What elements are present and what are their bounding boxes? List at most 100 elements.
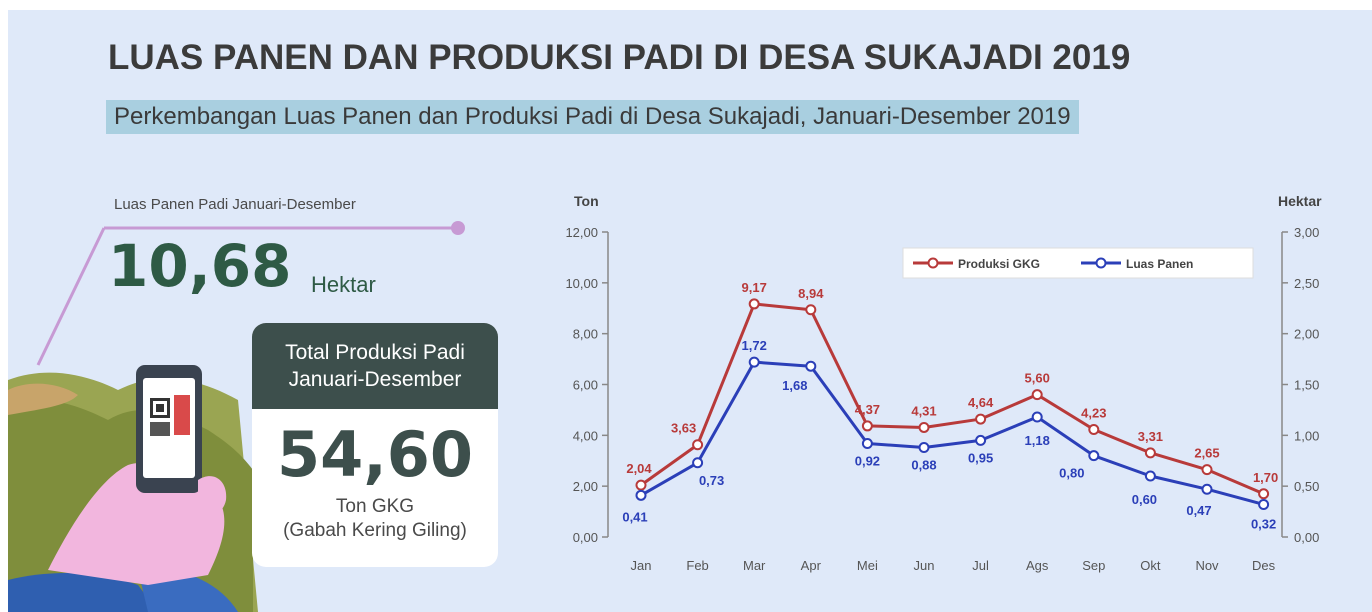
luas-panen-data-label: 1,18	[1025, 433, 1050, 448]
luas-panen-point	[1258, 498, 1270, 510]
legend-luas-label: Luas Panen	[1126, 257, 1193, 271]
x-tick-label: Jan	[631, 558, 652, 573]
luas-panen-data-label: 0,32	[1251, 516, 1276, 531]
produksi-data-label: 8,94	[798, 286, 824, 301]
luas-panen-point	[861, 437, 873, 449]
x-tick-label: Jul	[972, 558, 989, 573]
produksi-gkg-point	[635, 479, 647, 491]
produksi-gkg-line	[640, 302, 1265, 496]
left-axis-title: Ton	[574, 193, 599, 209]
produksi-data-label: 2,04	[626, 461, 652, 476]
produksi-gkg-point	[1201, 464, 1213, 476]
produksi-value: 54,60	[276, 418, 474, 491]
produksi-data-label: 4,64	[968, 395, 994, 410]
legend-box	[902, 247, 1254, 279]
produksi-data-label: 4,37	[855, 402, 880, 417]
luas-panen-data-label: 0,47	[1186, 503, 1211, 518]
luas-panen-point	[1144, 470, 1156, 482]
rice-grain-cluster	[8, 383, 78, 415]
produksi-card-header: Total Produksi Padi Januari-Desember	[252, 323, 498, 409]
produksi-data-label: 3,31	[1138, 429, 1163, 444]
right-tick-label: 3,00	[1294, 225, 1319, 240]
luas-panen-label: Luas Panen Padi Januari-Desember	[114, 196, 356, 213]
right-tick-label: 1,50	[1294, 378, 1319, 393]
x-tick-label: Ags	[1026, 558, 1049, 573]
right-tick-label: 0,50	[1294, 479, 1319, 494]
luas-panen-line	[640, 360, 1264, 506]
left-tick-label: 6,00	[573, 378, 598, 393]
left-tick-label: 10,00	[565, 276, 598, 291]
produksi-unit: Ton GKG	[335, 496, 415, 517]
produksi-gkg-point	[1088, 423, 1100, 435]
luas-panen-data-label: 0,41	[622, 509, 647, 524]
luas-panen-point	[1201, 483, 1213, 495]
luas-panen-value: 10,68	[108, 232, 292, 300]
produksi-data-label: 3,63	[671, 421, 696, 436]
right-axis-title: Hektar	[1278, 193, 1322, 209]
page-title: LUAS PANEN DAN PRODUKSI PADI DI DESA SUK…	[108, 38, 1131, 77]
legend-luas-marker	[1095, 257, 1107, 269]
x-tick-label: Mei	[857, 558, 878, 573]
left-tick-label: 4,00	[573, 428, 598, 443]
x-tick-label: Mar	[743, 558, 766, 573]
page-subtitle: Perkembangan Luas Panen dan Produksi Pad…	[106, 100, 1079, 134]
luas-panen-data-label: 0,60	[1132, 492, 1157, 507]
produksi-gkg-point	[748, 298, 760, 310]
x-tick-label: Nov	[1195, 558, 1219, 573]
produksi-gkg-point	[1258, 488, 1270, 500]
produksi-data-label: 4,23	[1081, 405, 1106, 420]
right-tick-label: 0,00	[1294, 530, 1319, 545]
left-tick-label: 2,00	[573, 479, 598, 494]
left-tick-label: 0,00	[573, 530, 598, 545]
produksi-data-label: 4,31	[911, 403, 936, 418]
luas-panen-data-label: 0,95	[968, 450, 993, 465]
luas-panen-point	[1031, 411, 1043, 423]
luas-panen-data-label: 0,73	[699, 473, 724, 488]
luas-panen-data-label: 0,88	[911, 458, 936, 473]
sleeve	[8, 573, 158, 612]
produksi-gkg-point	[975, 413, 987, 425]
produksi-data-label: 5,60	[1025, 371, 1050, 386]
right-tick-label: 2,00	[1294, 327, 1319, 342]
luas-panen-data-label: 0,80	[1059, 466, 1084, 481]
luas-panen-point	[975, 434, 987, 446]
hand	[48, 462, 225, 585]
luas-panen-point	[692, 457, 704, 469]
right-tick-label: 1,00	[1294, 428, 1319, 443]
connector-dot	[451, 221, 465, 235]
x-tick-label: Feb	[686, 558, 708, 573]
produksi-gkg-point	[1144, 447, 1156, 459]
produksi-data-label: 1,70	[1253, 470, 1278, 485]
produksi-header-line2: Januari-Desember	[288, 368, 462, 391]
line-chart: Ton Hektar 0,00 2,00 4,00 6,00 8,00 10,00 12,00 0…	[565, 193, 1322, 573]
thumb	[198, 476, 227, 516]
luas-panen-point	[748, 356, 760, 368]
x-tick-label: Sep	[1082, 558, 1105, 573]
farmer-phone-illustration	[8, 221, 465, 612]
luas-panen-point	[918, 442, 930, 454]
luas-panen-point	[1088, 450, 1100, 462]
x-tick-label: Okt	[1140, 558, 1161, 573]
produksi-gkg-point	[1031, 389, 1043, 401]
legend-produksi-marker	[927, 257, 939, 269]
x-tick-label: Apr	[801, 558, 822, 573]
x-tick-label: Des	[1252, 558, 1276, 573]
left-tick-label: 8,00	[573, 327, 598, 342]
x-tick-label: Jun	[914, 558, 935, 573]
luas-panen-data-label: 1,72	[742, 338, 767, 353]
phone-text-block	[150, 422, 170, 436]
infographic-canvas: LUAS PANEN DAN PRODUKSI PADI DI DESA SUK…	[8, 10, 1372, 612]
produksi-gkg-point	[918, 421, 930, 433]
produksi-gkg-point	[692, 439, 704, 451]
luas-panen-point	[635, 489, 647, 501]
produksi-header-line1: Total Produksi Padi	[285, 341, 465, 364]
produksi-card: Total Produksi Padi Januari-Desember 54,…	[252, 323, 498, 567]
produksi-data-label: 2,65	[1194, 446, 1219, 461]
phone-logo-icon	[174, 395, 190, 435]
produksi-unit-description: (Gabah Kering Giling)	[283, 520, 467, 541]
produksi-gkg-point	[805, 304, 817, 316]
produksi-gkg-point	[861, 420, 873, 432]
produksi-data-label: 9,17	[742, 280, 767, 295]
luas-panen-data-label: 1,68	[782, 378, 807, 393]
luas-panen-data-label: 0,92	[855, 453, 880, 468]
